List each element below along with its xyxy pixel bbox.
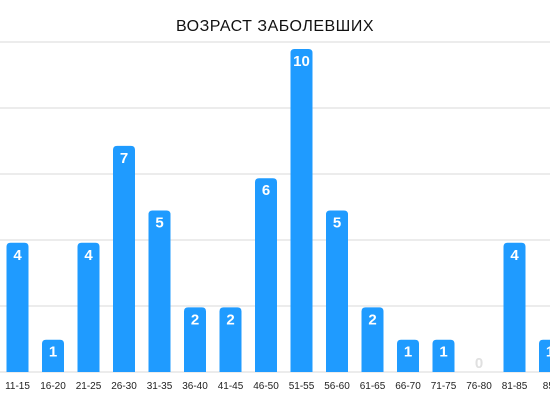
bar-51-55 <box>290 49 313 372</box>
data-label: 2 <box>191 311 199 328</box>
x-tick-label: 21-25 <box>76 381 102 392</box>
x-tick-label: 66-70 <box>395 381 421 392</box>
data-label: 6 <box>262 182 270 199</box>
x-tick-label: 81-85 <box>502 381 528 392</box>
bar-71-75 <box>432 339 455 372</box>
bar-46-50 <box>255 178 277 372</box>
x-tick-label: 36-40 <box>182 381 208 392</box>
bar-16-20 <box>42 339 64 372</box>
x-tick-label: 41-45 <box>218 381 244 392</box>
bar-66-70 <box>397 339 419 372</box>
data-label: 4 <box>13 247 22 264</box>
x-tick-label: 85- <box>543 381 550 392</box>
data-label: 1 <box>546 344 550 361</box>
data-label: 5 <box>333 215 341 232</box>
x-tick-label: 71-75 <box>431 381 457 392</box>
x-tick-label: 26-30 <box>111 381 137 392</box>
bar-26-30 <box>113 145 135 372</box>
bar-36-40 <box>184 307 206 372</box>
data-label: 1 <box>49 344 57 361</box>
data-label: 1 <box>439 344 447 361</box>
bar-31-35 <box>148 210 171 372</box>
x-tick-label: 16-20 <box>40 381 66 392</box>
data-label: 5 <box>155 215 163 232</box>
bar-56-60 <box>326 210 348 372</box>
data-label: 1 <box>404 344 412 361</box>
data-label: 10 <box>293 53 310 70</box>
data-label: 4 <box>84 247 93 264</box>
x-tick-label: 31-35 <box>147 381 173 392</box>
data-label: 0 <box>475 355 483 372</box>
data-label: 7 <box>120 150 128 167</box>
data-label: 2 <box>368 311 376 328</box>
data-label: 4 <box>510 247 519 264</box>
data-label: 2 <box>226 311 234 328</box>
bar-11-15 <box>6 242 29 372</box>
bar-21-25 <box>77 242 100 372</box>
bar-41-45 <box>219 307 242 372</box>
x-tick-label: 46-50 <box>253 381 279 392</box>
bar-81-85 <box>503 242 526 372</box>
x-tick-label: 56-60 <box>324 381 350 392</box>
bar-85- <box>539 339 550 372</box>
x-tick-label: 76-80 <box>466 381 492 392</box>
chart-title: ВОЗРАСТ ЗАБОЛЕВШИХ <box>175 18 374 35</box>
x-tick-label: 51-55 <box>289 381 315 392</box>
x-tick-label: 61-65 <box>360 381 386 392</box>
x-tick-label: 11-15 <box>5 381 30 392</box>
bar-61-65 <box>361 307 384 372</box>
